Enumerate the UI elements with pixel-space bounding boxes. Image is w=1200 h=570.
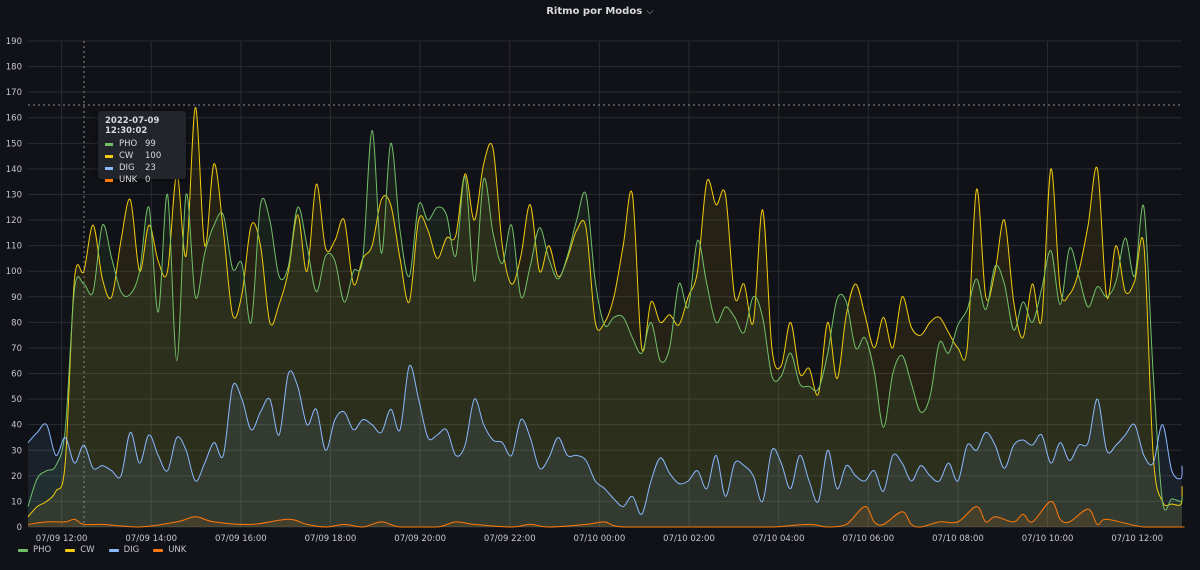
y-tick-label: 130 [6, 190, 22, 200]
x-tick-label: 07/09 18:00 [305, 534, 357, 544]
panel-title-text: Ritmo por Modos [546, 6, 643, 17]
panel-title[interactable]: Ritmo por Modos ⌵ [0, 6, 1200, 17]
x-tick-label: 07/09 22:00 [484, 534, 536, 544]
legend-label: DIG [123, 545, 140, 555]
hover-tooltip: 2022-07-09 12:30:02 PHO 99 CW 100 DIG 23 UNK 0 [98, 111, 186, 185]
y-tick-label: 100 [6, 267, 22, 277]
tooltip-series-name: PHO [119, 139, 138, 149]
tooltip-series-name: CW [119, 151, 134, 161]
legend-label: CW [80, 545, 95, 555]
legend-item-pho[interactable]: PHO [18, 545, 51, 555]
y-tick-label: 140 [6, 165, 22, 175]
chevron-down-icon: ⌵ [646, 6, 654, 17]
x-tick-label: 07/09 12:00 [36, 534, 88, 544]
grid [28, 40, 1182, 528]
series-areas [28, 107, 1185, 528]
tooltip-row: DIG 23 [105, 162, 179, 174]
y-tick-label: 70 [11, 344, 22, 354]
legend-item-cw[interactable]: CW [65, 545, 95, 555]
tooltip-series-value: 23 [145, 163, 156, 173]
legend: PHO CW DIG UNK [18, 545, 186, 555]
series-area-cw [28, 107, 1183, 528]
tooltip-series-name: UNK [119, 175, 138, 185]
y-tick-label: 150 [6, 139, 22, 149]
y-tick-label: 80 [11, 318, 22, 328]
y-tick-label: 160 [6, 114, 22, 124]
y-tick-label: 50 [11, 395, 22, 405]
legend-swatch [153, 548, 164, 552]
legend-swatch [18, 548, 28, 552]
y-tick-label: 40 [11, 421, 22, 431]
y-tick-label: 110 [6, 242, 22, 252]
y-tick-label: 0 [17, 523, 22, 533]
x-tick-label: 07/10 08:00 [932, 534, 984, 544]
y-axis: 0 10 20 30 40 50 60 70 80 90 100 110 120 130 140 150 160… [6, 37, 22, 533]
tooltip-swatch [105, 166, 113, 170]
x-tick-label: 07/09 14:00 [125, 534, 177, 544]
x-tick-label: 07/10 00:00 [574, 534, 626, 544]
series-lines [27, 106, 1185, 528]
tooltip-series-value: 99 [145, 139, 156, 149]
legend-label: PHO [33, 545, 52, 555]
y-tick-label: 60 [11, 370, 22, 380]
series-line-cw [27, 106, 1183, 518]
legend-swatch [65, 548, 76, 552]
y-tick-label: 120 [6, 216, 22, 226]
tooltip-series-value: 100 [145, 151, 162, 161]
tooltip-row: UNK 0 [105, 174, 179, 186]
y-tick-label: 10 [11, 497, 22, 507]
x-tick-label: 07/10 12:00 [1111, 534, 1163, 544]
legend-item-dig[interactable]: DIG [108, 545, 140, 555]
x-tick-label: 07/10 04:00 [753, 534, 805, 544]
tooltip-swatch [105, 142, 113, 146]
series-area-pho [28, 130, 1183, 527]
y-tick-label: 180 [6, 63, 22, 73]
series-line-dig [27, 364, 1183, 515]
x-tick-label: 07/10 06:00 [842, 534, 894, 544]
legend-label: UNK [168, 545, 187, 555]
x-tick-label: 07/10 02:00 [663, 534, 715, 544]
y-tick-label: 20 [11, 472, 22, 482]
tooltip-time: 2022-07-09 12:30:02 [105, 116, 160, 136]
tooltip-rows: PHO 99 CW 100 DIG 23 UNK 0 [105, 138, 179, 186]
series-line-unk [27, 500, 1185, 528]
x-tick-label: 07/09 20:00 [394, 534, 446, 544]
series-area-unk [28, 501, 1185, 527]
tooltip-series-value: 0 [145, 175, 151, 185]
tooltip-row: PHO 99 [105, 138, 179, 150]
x-tick-label: 07/10 10:00 [1022, 534, 1074, 544]
series-area-dig [28, 365, 1183, 527]
series-line-pho [27, 129, 1183, 511]
legend-swatch [108, 548, 119, 552]
tooltip-swatch [105, 178, 113, 182]
overlay [28, 41, 1182, 527]
x-axis: 07/09 12:00 07/09 14:00 07/09 16:00 07/09 1… [36, 534, 1163, 544]
x-tick-label: 07/09 16:00 [215, 534, 267, 544]
tooltip-series-name: DIG [119, 163, 135, 173]
y-tick-label: 90 [11, 293, 22, 303]
legend-item-unk[interactable]: UNK [153, 545, 186, 555]
y-tick-label: 170 [6, 88, 22, 98]
tooltip-swatch [105, 154, 113, 158]
y-tick-label: 30 [11, 446, 22, 456]
y-tick-label: 190 [6, 37, 22, 47]
tooltip-row: CW 100 [105, 150, 179, 162]
